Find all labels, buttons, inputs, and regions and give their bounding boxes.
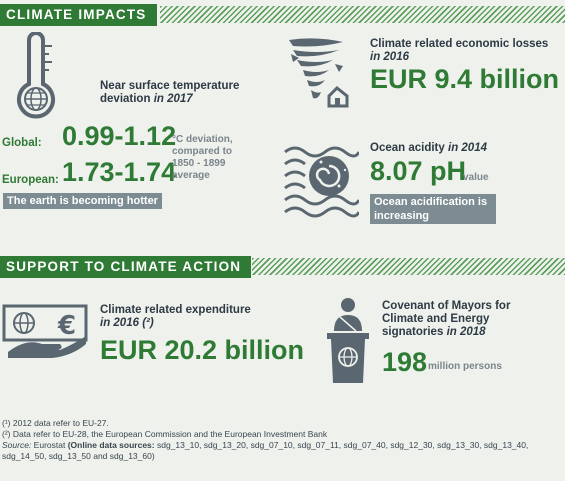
- global-label: Global:: [2, 137, 42, 149]
- ocean-unit: value: [463, 172, 489, 183]
- temperature-banner: The earth is becoming hotter: [3, 193, 162, 209]
- european-value: 1.73-1.74: [62, 157, 177, 187]
- global-value: 0.99-1.12: [62, 121, 177, 151]
- losses-label-main: Climate related economic losses: [370, 38, 549, 50]
- footnote-2: (²) Data refer to EU-28, the European Co…: [2, 429, 327, 440]
- expenditure-label: Climate related expenditure in 2016 (²): [100, 304, 270, 330]
- climate-impacts-title: CLIMATE IMPACTS: [0, 4, 157, 26]
- losses-label: Climate related economic losses in 2016: [370, 38, 550, 64]
- european-label: European:: [2, 174, 59, 186]
- ocean-wave-icon: [283, 142, 361, 220]
- footnote-1-mark: (¹): [2, 418, 11, 428]
- header-hatch-decoration: [252, 258, 565, 275]
- support-action-title: SUPPORT TO CLIMATE ACTION: [0, 256, 252, 278]
- source-codes-2: sdg_14_50, sdg_13_50 and sdg_13_60): [2, 451, 155, 461]
- covenant-unit: million persons: [428, 361, 502, 372]
- header-hatch-decoration: [160, 6, 565, 23]
- losses-label-year: in 2016: [370, 51, 409, 63]
- source-open: (Online data sources:: [67, 440, 155, 450]
- ocean-label: Ocean acidity in 2014: [370, 142, 550, 155]
- temperature-unit-note: °C deviation, compared to 1850 - 1899 av…: [172, 134, 233, 181]
- covenant-label-main: Covenant of Mayors for Climate and Energ…: [382, 300, 511, 338]
- footnote-2-text: Data refer to EU-28, the European Commis…: [12, 429, 328, 439]
- climate-impacts-header: CLIMATE IMPACTS: [0, 4, 565, 26]
- ocean-value: 8.07 pH: [370, 156, 467, 186]
- footnote-2-mark: (²): [2, 429, 11, 439]
- footnote-1: (¹) 2012 data refer to EU-27.: [2, 418, 109, 429]
- losses-value: EUR 9.4 billion: [370, 64, 560, 94]
- expenditure-value: EUR 20.2 billion: [100, 335, 305, 365]
- temperature-label: Near surface temperature deviation in 20…: [100, 80, 260, 106]
- source-line-2: sdg_14_50, sdg_13_50 and sdg_13_60): [2, 451, 155, 462]
- source-codes-1: sdg_13_10, sdg_13_20, sdg_07_10, sdg_07_…: [157, 440, 529, 450]
- covenant-label-year: in 2018: [446, 326, 486, 338]
- thermometer-icon: [12, 31, 60, 124]
- svg-text:€: €: [57, 311, 76, 341]
- ocean-label-main: Ocean acidity: [370, 142, 445, 154]
- ocean-banner: Ocean acidification is increasing: [370, 194, 496, 224]
- source-prefix: Source:: [2, 440, 32, 450]
- support-action-header: SUPPORT TO CLIMATE ACTION: [0, 256, 565, 278]
- money-hand-icon: €: [2, 304, 90, 360]
- temperature-label-year: in 2017: [153, 93, 193, 105]
- ocean-label-year: in 2014: [448, 142, 487, 154]
- footnote-1-text: 2012 data refer to EU-27.: [12, 418, 109, 428]
- tornado-icon: [285, 36, 355, 112]
- expenditure-label-main: Climate related expenditure: [100, 304, 251, 316]
- temperature-label-main: Near surface temperature deviation: [100, 80, 240, 105]
- covenant-label: Covenant of Mayors for Climate and Energ…: [382, 300, 532, 339]
- source-org: Eurostat: [33, 440, 66, 450]
- podium-speaker-icon: [326, 297, 370, 383]
- source-line: Source: Eurostat (Online data sources: s…: [2, 440, 528, 451]
- covenant-value: 198: [382, 347, 428, 377]
- expenditure-label-year: in 2016 (²): [100, 317, 154, 329]
